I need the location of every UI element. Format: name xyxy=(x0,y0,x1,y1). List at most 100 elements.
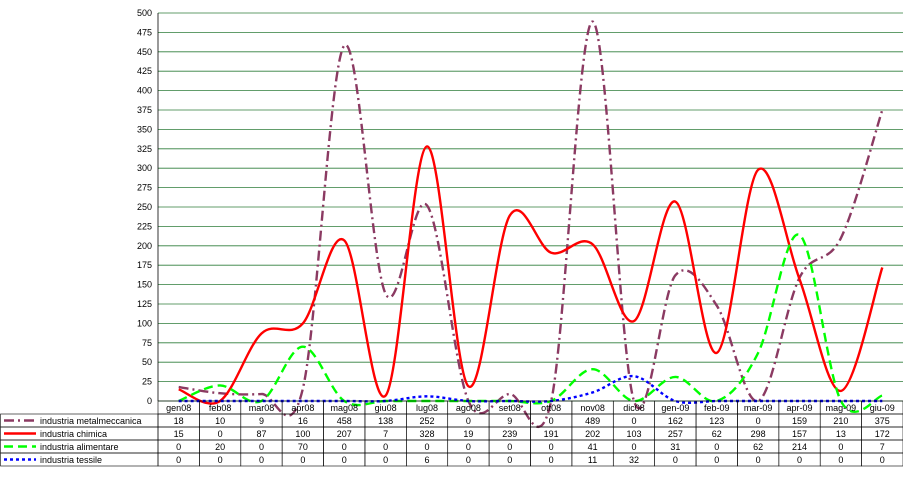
data-value: 0 xyxy=(218,429,223,439)
data-value: 210 xyxy=(833,416,848,426)
data-value: 257 xyxy=(668,429,683,439)
data-value: 62 xyxy=(712,429,722,439)
y-tick-label: 200 xyxy=(137,241,152,251)
data-value: 207 xyxy=(337,429,352,439)
y-tick-label: 500 xyxy=(137,8,152,18)
y-tick-label: 0 xyxy=(147,396,152,406)
data-value: 0 xyxy=(466,442,471,452)
data-value: 16 xyxy=(298,416,308,426)
category-label: nov08 xyxy=(580,403,605,413)
y-axis-ticks: 0 25 50 75 100 125 150 175 200 225 250 275 300 325 350… xyxy=(137,8,152,406)
data-value: 10 xyxy=(215,416,225,426)
data-value: 32 xyxy=(629,455,639,465)
data-value: 9 xyxy=(507,416,512,426)
data-value: 0 xyxy=(383,442,388,452)
data-value: 0 xyxy=(756,455,761,465)
gridlines xyxy=(157,12,903,402)
category-label: giu08 xyxy=(375,403,397,413)
category-label: mar08 xyxy=(249,403,275,413)
data-value: 0 xyxy=(549,442,554,452)
data-value: 0 xyxy=(838,455,843,465)
y-tick-label: 225 xyxy=(137,221,152,231)
data-value: 138 xyxy=(378,416,393,426)
data-value: 202 xyxy=(585,429,600,439)
data-value: 41 xyxy=(588,442,598,452)
data-value: 0 xyxy=(549,416,554,426)
category-label: gen08 xyxy=(166,403,191,413)
category-label: apr08 xyxy=(291,403,314,413)
category-label: ago08 xyxy=(456,403,481,413)
series-lines xyxy=(178,20,884,429)
data-value: 191 xyxy=(544,429,559,439)
data-value: 19 xyxy=(463,429,473,439)
category-label: feb-09 xyxy=(704,403,730,413)
data-value: 0 xyxy=(300,455,305,465)
category-label: ott08 xyxy=(541,403,561,413)
data-value: 157 xyxy=(792,429,807,439)
y-tick-label: 25 xyxy=(142,377,152,387)
data-value: 7 xyxy=(880,442,885,452)
data-value: 70 xyxy=(298,442,308,452)
data-value: 0 xyxy=(342,455,347,465)
data-value: 9 xyxy=(259,416,264,426)
data-value: 0 xyxy=(507,442,512,452)
data-value: 87 xyxy=(256,429,266,439)
data-value: 0 xyxy=(673,455,678,465)
data-value: 252 xyxy=(420,416,435,426)
y-tick-label: 350 xyxy=(137,124,152,134)
y-tick-label: 125 xyxy=(137,299,152,309)
y-tick-label: 475 xyxy=(137,27,152,37)
data-value: 162 xyxy=(668,416,683,426)
data-value: 0 xyxy=(880,455,885,465)
category-label: set08 xyxy=(499,403,521,413)
series-line-4 xyxy=(178,374,883,405)
data-value: 328 xyxy=(420,429,435,439)
y-tick-label: 250 xyxy=(137,202,152,212)
data-value: 62 xyxy=(753,442,763,452)
y-tick-label: 75 xyxy=(142,338,152,348)
data-value: 0 xyxy=(259,455,264,465)
data-value: 458 xyxy=(337,416,352,426)
data-value: 20 xyxy=(215,442,225,452)
data-value: 0 xyxy=(631,416,636,426)
category-label: feb08 xyxy=(209,403,232,413)
data-value: 0 xyxy=(631,442,636,452)
y-tick-label: 300 xyxy=(137,163,152,173)
data-value: 0 xyxy=(176,455,181,465)
legend-entry: industria metalmeccanica xyxy=(40,416,142,426)
data-value: 0 xyxy=(466,416,471,426)
series-line-2 xyxy=(178,145,884,405)
data-value: 0 xyxy=(176,442,181,452)
y-tick-label: 425 xyxy=(137,66,152,76)
data-value: 0 xyxy=(714,442,719,452)
category-label: gen-09 xyxy=(661,403,689,413)
data-value: 0 xyxy=(756,416,761,426)
category-label: giu-09 xyxy=(870,403,895,413)
data-value: 0 xyxy=(714,455,719,465)
data-value: 172 xyxy=(875,429,890,439)
legend-entry: industria tessile xyxy=(40,455,102,465)
data-value: 123 xyxy=(709,416,724,426)
series-line-1 xyxy=(178,20,884,429)
data-value: 103 xyxy=(626,429,641,439)
data-value: 0 xyxy=(549,455,554,465)
data-value: 31 xyxy=(670,442,680,452)
data-value: 0 xyxy=(466,455,471,465)
data-value: 0 xyxy=(259,442,264,452)
category-label: dic08 xyxy=(623,403,645,413)
category-label: apr-09 xyxy=(787,403,813,413)
y-tick-label: 400 xyxy=(137,86,152,96)
y-tick-label: 275 xyxy=(137,183,152,193)
category-label: lug08 xyxy=(416,403,438,413)
data-value: 239 xyxy=(502,429,517,439)
legend-entry: industria alimentare xyxy=(40,442,119,452)
data-value: 375 xyxy=(875,416,890,426)
data-value: 214 xyxy=(792,442,807,452)
data-value: 7 xyxy=(383,429,388,439)
data-value: 489 xyxy=(585,416,600,426)
category-label: mag08 xyxy=(330,403,358,413)
data-value: 298 xyxy=(751,429,766,439)
data-value: 159 xyxy=(792,416,807,426)
data-value: 0 xyxy=(838,442,843,452)
